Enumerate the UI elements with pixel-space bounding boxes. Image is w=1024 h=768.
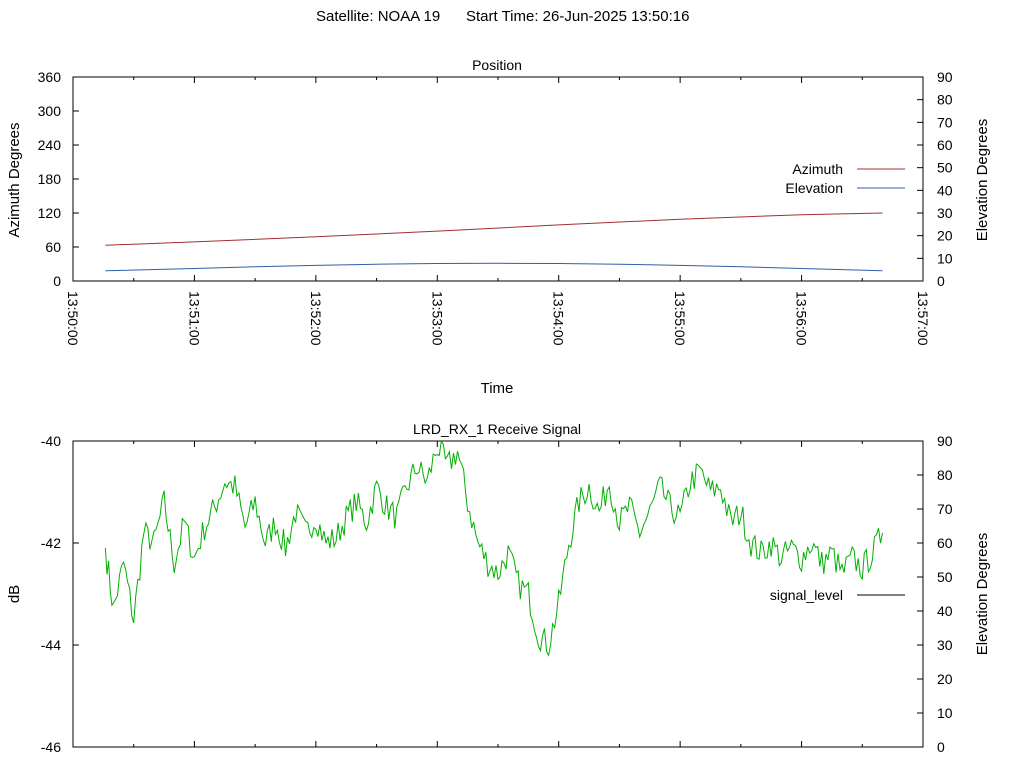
position-x-tick-label: 13:57:00 [915, 291, 931, 346]
position-y-tick-label: 60 [45, 239, 61, 255]
position-x-tick-label: 13:56:00 [794, 291, 810, 346]
position-x-axis-label: Time [481, 380, 514, 397]
signal-y-tick-label: -42 [41, 535, 61, 551]
series-elevation-line [105, 262, 883, 272]
position-y2-tick-label: 50 [937, 160, 953, 176]
position-y2-tick-label: 70 [937, 114, 953, 130]
position-y-tick-label: 180 [38, 171, 62, 187]
series-signal-level-line [104, 439, 883, 657]
signal-y2-tick-label: 80 [937, 467, 953, 483]
signal-y2-tick-label: 50 [937, 569, 953, 585]
position-y2-axis-label: Elevation Degrees [974, 119, 991, 242]
position-y-tick-label: 360 [38, 69, 62, 85]
start-time-label: Start Time: 26-Jun-2025 13:50:16 [466, 8, 690, 25]
position-x-tick-label: 13:52:00 [308, 291, 324, 346]
position-y2-tick-label: 10 [937, 250, 953, 266]
position-y-tick-label: 240 [38, 137, 62, 153]
position-x-tick-label: 13:53:00 [429, 291, 445, 346]
signal-y-axis-label: dB [6, 585, 23, 603]
signal-y2-tick-label: 20 [937, 671, 953, 687]
position-y2-tick-label: 20 [937, 228, 953, 244]
signal-y-tick-label: -44 [41, 637, 61, 653]
position-y2-tick-label: 30 [937, 205, 953, 221]
signal-y2-tick-label: 30 [937, 637, 953, 653]
position-x-tick-label: 13:50:00 [65, 291, 81, 346]
position-x-tick-label: 13:51:00 [186, 291, 202, 346]
legend-elevation-label: Elevation [785, 180, 843, 196]
position-x-tick-label: 13:55:00 [672, 291, 688, 346]
page-title: Satellite: NOAA 19 Start Time: 26-Jun-20… [0, 8, 1024, 28]
signal-y2-tick-label: 60 [937, 535, 953, 551]
satellite-label: Satellite: NOAA 19 [316, 8, 441, 25]
signal-y2-tick-label: 70 [937, 501, 953, 517]
legend-signal-level-label: signal_level [770, 587, 843, 603]
position-y-tick-label: 300 [38, 103, 62, 119]
signal-y-tick-label: -40 [41, 433, 61, 449]
position-y2-tick-label: 60 [937, 137, 953, 153]
signal-y-tick-label: -46 [41, 739, 61, 755]
position-y2-tick-label: 40 [937, 182, 953, 198]
position-y2-tick-label: 90 [937, 69, 953, 85]
position-chart-title: Position [472, 57, 522, 73]
position-y2-tick-label: 0 [937, 273, 945, 289]
position-y-tick-label: 120 [38, 205, 62, 221]
position-y-tick-label: 0 [53, 273, 61, 289]
series-azimuth-line [105, 212, 883, 246]
position-plot-frame [72, 76, 924, 282]
position-y-axis-label: Azimuth Degrees [6, 122, 23, 237]
signal-y2-tick-label: 40 [937, 603, 953, 619]
signal-chart-title: LRD_RX_1 Receive Signal [413, 421, 581, 437]
position-y2-tick-label: 80 [937, 92, 953, 108]
signal-y2-tick-label: 10 [937, 705, 953, 721]
signal-y2-tick-label: 0 [937, 739, 945, 755]
signal-y2-axis-label: Elevation Degrees [974, 533, 991, 656]
legend-azimuth-label: Azimuth [792, 161, 843, 177]
position-x-tick-label: 13:54:00 [551, 291, 567, 346]
signal-y2-tick-label: 90 [937, 433, 953, 449]
